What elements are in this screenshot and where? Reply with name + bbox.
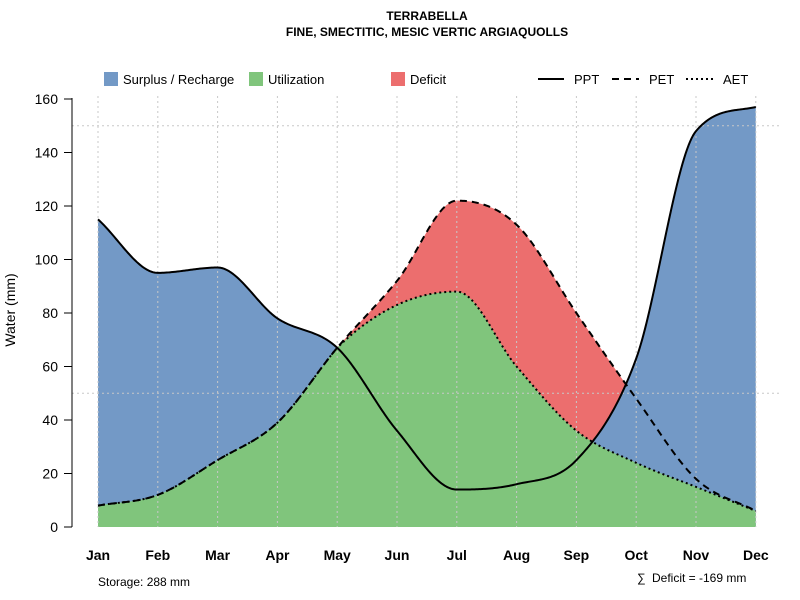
series-line-pet: [97, 199, 757, 512]
series-line-ppt: [97, 106, 757, 491]
x-tick-label-jul: Jul: [447, 547, 467, 563]
line-layer: [97, 106, 757, 512]
chart-title: TERRABELLA: [386, 9, 468, 23]
legend-label-surplus: Surplus / Recharge: [123, 72, 234, 87]
legend-swatch-surplus: [104, 72, 118, 86]
chart-subtitle: FINE, SMECTITIC, MESIC VERTIC ARGIAQUOLL…: [286, 25, 568, 39]
x-tick-label-jun: Jun: [385, 547, 410, 563]
x-axis: Jan Feb Mar Apr May Jun Jul Aug Sep Oct Nov Dec: [86, 547, 769, 563]
y-tick-label-100: 100: [35, 252, 59, 268]
area-layer: [98, 107, 756, 527]
y-axis-label: Water (mm): [2, 273, 18, 346]
y-tick-label-60: 60: [42, 359, 58, 375]
legend-swatch-deficit: [391, 72, 405, 86]
deficit-sum-symbol: ∑: [637, 571, 646, 585]
x-tick-label-nov: Nov: [683, 547, 710, 563]
legend: Surplus / Recharge Utilization Deficit P…: [104, 72, 748, 87]
y-tick-label-120: 120: [35, 198, 59, 214]
y-tick-label-20: 20: [42, 466, 58, 482]
x-tick-label-may: May: [324, 547, 351, 563]
y-tick-label-140: 140: [35, 145, 59, 161]
legend-label-aet: AET: [723, 72, 748, 87]
legend-label-utilization: Utilization: [268, 72, 324, 87]
x-tick-label-sep: Sep: [564, 547, 590, 563]
legend-label-pet: PET: [649, 72, 674, 87]
utilization-area: [98, 291, 756, 527]
surplus-area: [98, 107, 756, 527]
legend-label-ppt: PPT: [574, 72, 599, 87]
y-tick-label-0: 0: [50, 519, 58, 535]
storage-note: Storage: 288 mm: [98, 575, 190, 589]
legend-swatch-utilization: [249, 72, 263, 86]
grid-layer: [72, 96, 780, 527]
x-tick-label-aug: Aug: [503, 547, 530, 563]
x-tick-label-dec: Dec: [743, 547, 769, 563]
y-tick-label-80: 80: [42, 305, 58, 321]
y-axis: 0 20 40 60 80 100 120 140 160: [35, 91, 73, 535]
deficit-note: Deficit = -169 mm: [652, 571, 746, 585]
x-tick-label-apr: Apr: [265, 547, 290, 563]
x-tick-label-mar: Mar: [205, 547, 230, 563]
y-tick-label-160: 160: [35, 91, 59, 107]
legend-label-deficit: Deficit: [410, 72, 447, 87]
x-tick-label-oct: Oct: [625, 547, 649, 563]
y-tick-label-40: 40: [42, 412, 58, 428]
x-tick-label-jan: Jan: [86, 547, 110, 563]
x-tick-label-feb: Feb: [145, 547, 170, 563]
